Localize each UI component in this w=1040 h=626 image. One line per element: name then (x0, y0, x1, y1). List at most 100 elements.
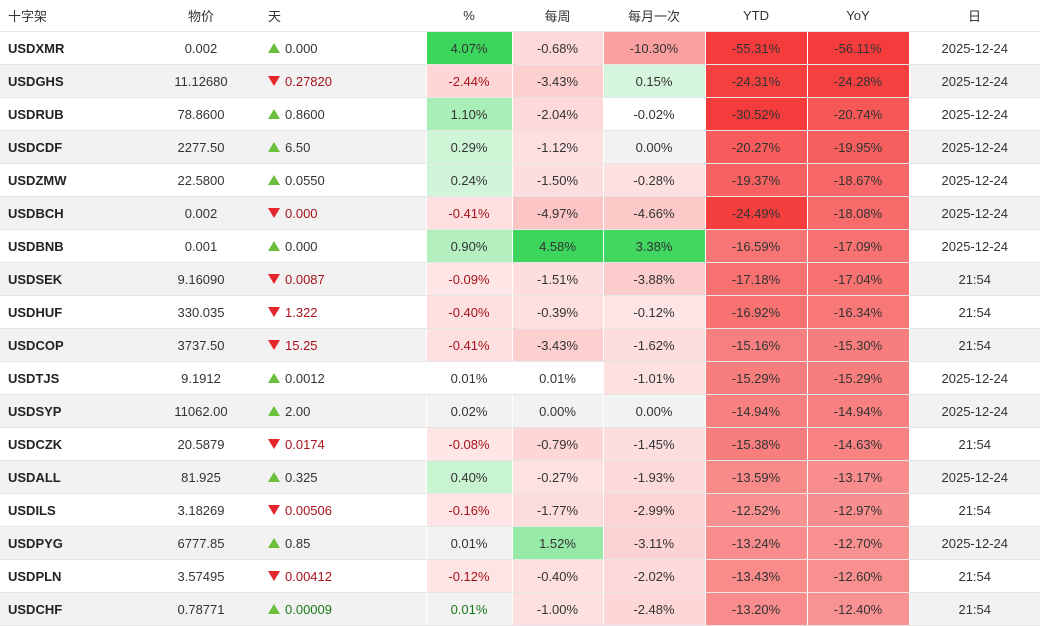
table-row[interactable]: USDCZK 20.5879 0.0174 -0.08% -0.79% -1.45% -15… (0, 427, 1040, 461)
monthly-change-cell: -2.99% (602, 493, 706, 527)
monthly-change-cell: -1.01% (602, 361, 706, 395)
column-header-day[interactable]: 天 (266, 0, 426, 32)
day-change-cell: 0.000 (266, 196, 426, 230)
symbol-link[interactable]: USDALL (0, 460, 136, 494)
day-change-value: 0.8600 (285, 106, 325, 122)
symbol-link[interactable]: USDXMR (0, 31, 136, 65)
table-row[interactable]: USDPLN 3.57495 0.00412 -0.12% -0.40% -2.02% -1… (0, 559, 1040, 593)
yoy-change-cell: -19.95% (806, 130, 910, 164)
table-row[interactable]: USDBNB 0.001 0.000 0.90% 4.58% 3.38% -16.59% -1… (0, 229, 1040, 263)
yoy-change-cell: -24.28% (806, 64, 910, 98)
column-header-price[interactable]: 物价 (136, 0, 266, 32)
date-cell: 2025-12-24 (909, 460, 1040, 494)
weekly-change-cell: -1.50% (511, 163, 604, 197)
symbol-link[interactable]: USDBNB (0, 229, 136, 263)
weekly-change-cell: 4.58% (511, 229, 604, 263)
table-row[interactable]: USDHUF 330.035 1.322 -0.40% -0.39% -0.12% -16.… (0, 295, 1040, 329)
weekly-change-cell: -1.51% (511, 262, 604, 296)
date-cell: 2025-12-24 (909, 229, 1040, 263)
column-header-pct[interactable]: % (426, 0, 512, 32)
date-cell: 2025-12-24 (909, 64, 1040, 98)
table-row[interactable]: USDCHF 0.78771 0.00009 0.01% -1.00% -2.48% -13… (0, 592, 1040, 626)
price-cell: 2277.50 (136, 130, 266, 164)
day-change-cell: 0.0012 (266, 361, 426, 395)
monthly-change-cell: -10.30% (602, 31, 706, 65)
day-change-cell: 0.8600 (266, 97, 426, 131)
yoy-change-cell: -15.29% (806, 361, 910, 395)
table-row[interactable]: USDGHS 11.12680 0.27820 -2.44% -3.43% 0.15% -2… (0, 64, 1040, 98)
table-row[interactable]: USDILS 3.18269 0.00506 -0.16% -1.77% -2.99% -1… (0, 493, 1040, 527)
symbol-link[interactable]: USDRUB (0, 97, 136, 131)
ytd-change-cell: -16.59% (704, 229, 808, 263)
table-row[interactable]: USDCOP 3737.50 15.25 -0.41% -3.43% -1.62% -15.… (0, 328, 1040, 362)
day-change-value: 0.00412 (285, 568, 332, 584)
symbol-link[interactable]: USDILS (0, 493, 136, 527)
table-row[interactable]: USDSYP 11062.00 2.00 0.02% 0.00% 0.00% -14.94%… (0, 394, 1040, 428)
weekly-change-cell: 1.52% (511, 526, 604, 560)
date-cell: 21:54 (909, 328, 1040, 362)
triangle-up-icon (268, 175, 280, 186)
table-row[interactable]: USDBCH 0.002 0.000 -0.41% -4.97% -4.66% -24.49… (0, 196, 1040, 230)
table-row[interactable]: USDTJS 9.1912 0.0012 0.01% 0.01% -1.01% -15.29… (0, 361, 1040, 395)
symbol-link[interactable]: USDCDF (0, 130, 136, 164)
price-cell: 330.035 (136, 295, 266, 329)
day-change-cell: 0.00009 (266, 592, 426, 626)
price-cell: 6777.85 (136, 526, 266, 560)
yoy-change-cell: -13.17% (806, 460, 910, 494)
symbol-link[interactable]: USDGHS (0, 64, 136, 98)
column-header-monthly[interactable]: 每月一次 (603, 0, 705, 32)
date-cell: 21:54 (909, 295, 1040, 329)
pct-change-cell: 0.02% (425, 394, 513, 428)
table-row[interactable]: USDZMW 22.5800 0.0550 0.24% -1.50% -0.28% -19.… (0, 163, 1040, 197)
column-header-weekly[interactable]: 每周 (512, 0, 603, 32)
yoy-change-cell: -14.94% (806, 394, 910, 428)
table-row[interactable]: USDPYG 6777.85 0.85 0.01% 1.52% -3.11% -13.24%… (0, 526, 1040, 560)
symbol-link[interactable]: USDSEK (0, 262, 136, 296)
table-row[interactable]: USDCDF 2277.50 6.50 0.29% -1.12% 0.00% -20.27%… (0, 130, 1040, 164)
triangle-up-icon (268, 472, 280, 483)
ytd-change-cell: -24.49% (704, 196, 808, 230)
yoy-change-cell: -20.74% (806, 97, 910, 131)
symbol-link[interactable]: USDCOP (0, 328, 136, 362)
pct-change-cell: 0.29% (425, 130, 513, 164)
symbol-link[interactable]: USDBCH (0, 196, 136, 230)
symbol-link[interactable]: USDSYP (0, 394, 136, 428)
column-header-date[interactable]: 日 (909, 0, 1040, 32)
symbol-link[interactable]: USDPLN (0, 559, 136, 593)
day-change-value: 0.0174 (285, 436, 325, 452)
table-row[interactable]: USDSEK 9.16090 0.0087 -0.09% -1.51% -3.88% -17… (0, 262, 1040, 296)
symbol-link[interactable]: USDTJS (0, 361, 136, 395)
date-cell: 2025-12-24 (909, 130, 1040, 164)
table-row[interactable]: USDXMR 0.002 0.000 4.07% -0.68% -10.30% -55.31… (0, 31, 1040, 65)
day-change-cell: 0.0550 (266, 163, 426, 197)
symbol-link[interactable]: USDCZK (0, 427, 136, 461)
monthly-change-cell: -1.45% (602, 427, 706, 461)
symbol-link[interactable]: USDHUF (0, 295, 136, 329)
date-cell: 21:54 (909, 559, 1040, 593)
triangle-down-icon (268, 505, 280, 516)
date-cell: 21:54 (909, 262, 1040, 296)
day-change-value: 0.00009 (285, 601, 332, 617)
column-header-symbol[interactable]: 十字架 (0, 0, 136, 32)
column-header-ytd[interactable]: YTD (705, 0, 807, 32)
table-row[interactable]: USDRUB 78.8600 0.8600 1.10% -2.04% -0.02% -30.… (0, 97, 1040, 131)
pct-change-cell: -0.09% (425, 262, 513, 296)
price-cell: 3.18269 (136, 493, 266, 527)
pct-change-cell: -0.41% (425, 196, 513, 230)
weekly-change-cell: -0.40% (511, 559, 604, 593)
day-change-value: 6.50 (285, 139, 311, 155)
day-change-value: 0.0550 (285, 172, 325, 188)
symbol-link[interactable]: USDPYG (0, 526, 136, 560)
day-change-cell: 6.50 (266, 130, 426, 164)
table-row[interactable]: USDALL 81.925 0.325 0.40% -0.27% -1.93% -13.59… (0, 460, 1040, 494)
day-change-cell: 0.0174 (266, 427, 426, 461)
pct-change-cell: 1.10% (425, 97, 513, 131)
day-change-cell: 15.25 (266, 328, 426, 362)
ytd-change-cell: -14.94% (704, 394, 808, 428)
symbol-link[interactable]: USDCHF (0, 592, 136, 626)
symbol-link[interactable]: USDZMW (0, 163, 136, 197)
pct-change-cell: 4.07% (425, 31, 513, 65)
pct-change-cell: -0.16% (425, 493, 513, 527)
column-header-yoy[interactable]: YoY (807, 0, 909, 32)
day-change-value: 0.00506 (285, 502, 332, 518)
